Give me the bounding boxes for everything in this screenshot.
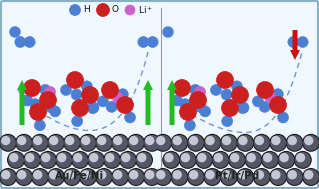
Circle shape [254,169,270,185]
Circle shape [220,134,238,152]
Circle shape [222,136,231,145]
Circle shape [113,92,123,104]
Circle shape [136,152,152,168]
Circle shape [304,170,314,179]
Circle shape [277,151,295,169]
Circle shape [57,153,66,162]
Circle shape [205,136,215,145]
Circle shape [238,170,248,179]
Circle shape [156,136,166,145]
Circle shape [179,151,197,169]
Circle shape [200,106,211,117]
Circle shape [232,87,249,104]
Circle shape [81,170,90,179]
Circle shape [97,4,109,16]
Circle shape [95,168,113,186]
Circle shape [25,153,34,162]
Circle shape [124,112,136,123]
Circle shape [30,99,41,110]
Circle shape [271,136,280,145]
Circle shape [278,152,294,168]
Circle shape [97,170,107,179]
Circle shape [29,104,47,121]
Circle shape [236,134,254,152]
Circle shape [112,135,128,151]
Circle shape [237,169,253,185]
Circle shape [80,135,96,151]
Circle shape [116,97,133,114]
Circle shape [278,112,289,123]
Circle shape [45,101,56,112]
Circle shape [302,168,319,186]
Circle shape [288,136,297,145]
Circle shape [231,81,242,92]
Circle shape [294,151,312,169]
Circle shape [143,168,161,186]
Circle shape [49,136,58,145]
Circle shape [188,135,204,151]
Circle shape [195,151,213,169]
Circle shape [211,84,221,95]
Circle shape [237,103,248,114]
Circle shape [34,120,45,131]
Circle shape [255,170,264,179]
Circle shape [104,152,120,168]
Circle shape [8,152,24,168]
Circle shape [47,134,65,152]
Circle shape [48,169,64,185]
Circle shape [32,135,48,151]
Circle shape [295,152,311,168]
Circle shape [7,151,25,169]
Circle shape [287,135,302,151]
Circle shape [203,168,221,186]
Circle shape [256,81,273,98]
Circle shape [33,136,42,145]
Circle shape [189,136,198,145]
Circle shape [87,103,98,114]
Circle shape [31,134,49,152]
Text: O: O [112,5,119,15]
Circle shape [246,152,261,168]
Circle shape [259,101,270,112]
Circle shape [238,136,248,145]
Circle shape [65,170,74,179]
Circle shape [155,135,171,151]
Circle shape [154,134,172,152]
Text: H: H [83,5,90,15]
FancyArrow shape [167,80,177,125]
Circle shape [73,153,82,162]
Circle shape [197,153,206,162]
Circle shape [80,169,96,185]
Circle shape [88,152,104,168]
Circle shape [0,134,17,152]
Circle shape [127,134,145,152]
Circle shape [187,134,205,152]
Circle shape [229,152,245,168]
Circle shape [279,153,289,162]
Circle shape [56,152,72,168]
Circle shape [96,169,112,185]
Circle shape [1,136,11,145]
Circle shape [128,135,144,151]
Circle shape [262,152,278,168]
Circle shape [263,153,272,162]
Circle shape [252,96,263,107]
Circle shape [96,135,112,151]
Circle shape [163,152,179,168]
Circle shape [79,168,97,186]
Circle shape [15,168,33,186]
Circle shape [189,170,198,179]
Circle shape [147,36,158,47]
Circle shape [24,152,40,168]
Circle shape [145,170,154,179]
Circle shape [173,136,182,145]
Circle shape [302,134,319,152]
Circle shape [81,87,99,104]
Circle shape [23,151,41,169]
Circle shape [211,151,230,169]
Circle shape [154,168,172,186]
Circle shape [120,152,136,168]
Circle shape [113,170,122,179]
Circle shape [269,168,287,186]
